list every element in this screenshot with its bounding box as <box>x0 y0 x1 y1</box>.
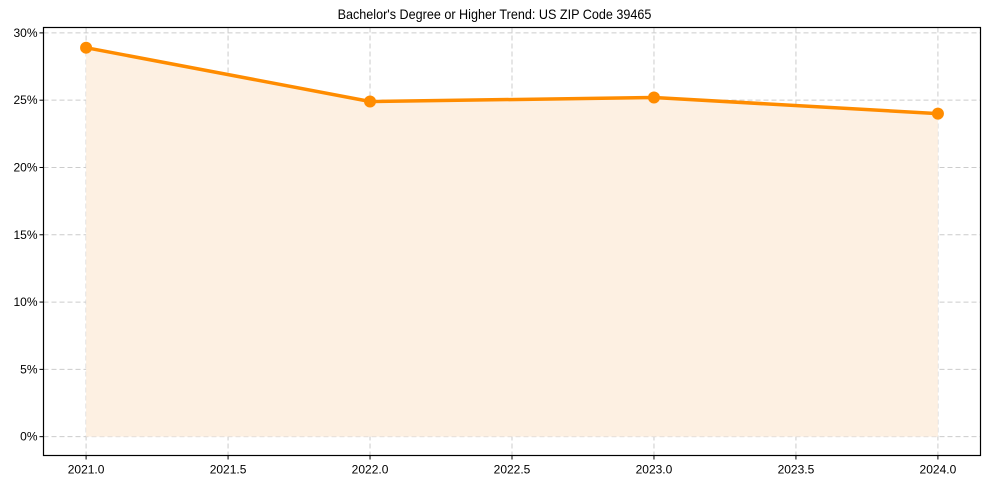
y-tick-label: 30% <box>13 26 37 40</box>
y-tick-label: 25% <box>13 93 37 107</box>
y-tick-label: 15% <box>13 228 37 242</box>
x-tick-label: 2023.5 <box>778 463 815 477</box>
chart-title: Bachelor's Degree or Higher Trend: US ZI… <box>337 6 652 22</box>
data-point-marker <box>647 91 660 104</box>
data-point-marker <box>80 41 93 54</box>
area-fill <box>86 47 938 437</box>
y-axis: 0% 5% 10% 15% 20% 25% 30% <box>13 26 44 444</box>
x-tick-label: 2024.0 <box>920 463 957 477</box>
y-tick-label: 20% <box>13 160 37 174</box>
y-tick-label: 0% <box>20 430 38 444</box>
x-tick-label: 2022.0 <box>352 463 389 477</box>
data-markers <box>80 41 944 120</box>
data-line <box>85 45 939 116</box>
x-tick-label: 2021.0 <box>68 463 105 477</box>
x-tick-label: 2022.5 <box>494 463 531 477</box>
data-point-marker <box>364 95 377 108</box>
x-tick-label: 2021.5 <box>210 463 247 477</box>
y-tick-label: 10% <box>13 295 37 309</box>
y-tick-label: 5% <box>20 362 38 376</box>
data-point-marker <box>931 107 944 120</box>
x-axis: 2021.0 2021.5 2022.0 2022.5 2023.0 2023.5 2024… <box>68 455 957 477</box>
x-tick-label: 2023.0 <box>636 463 673 477</box>
